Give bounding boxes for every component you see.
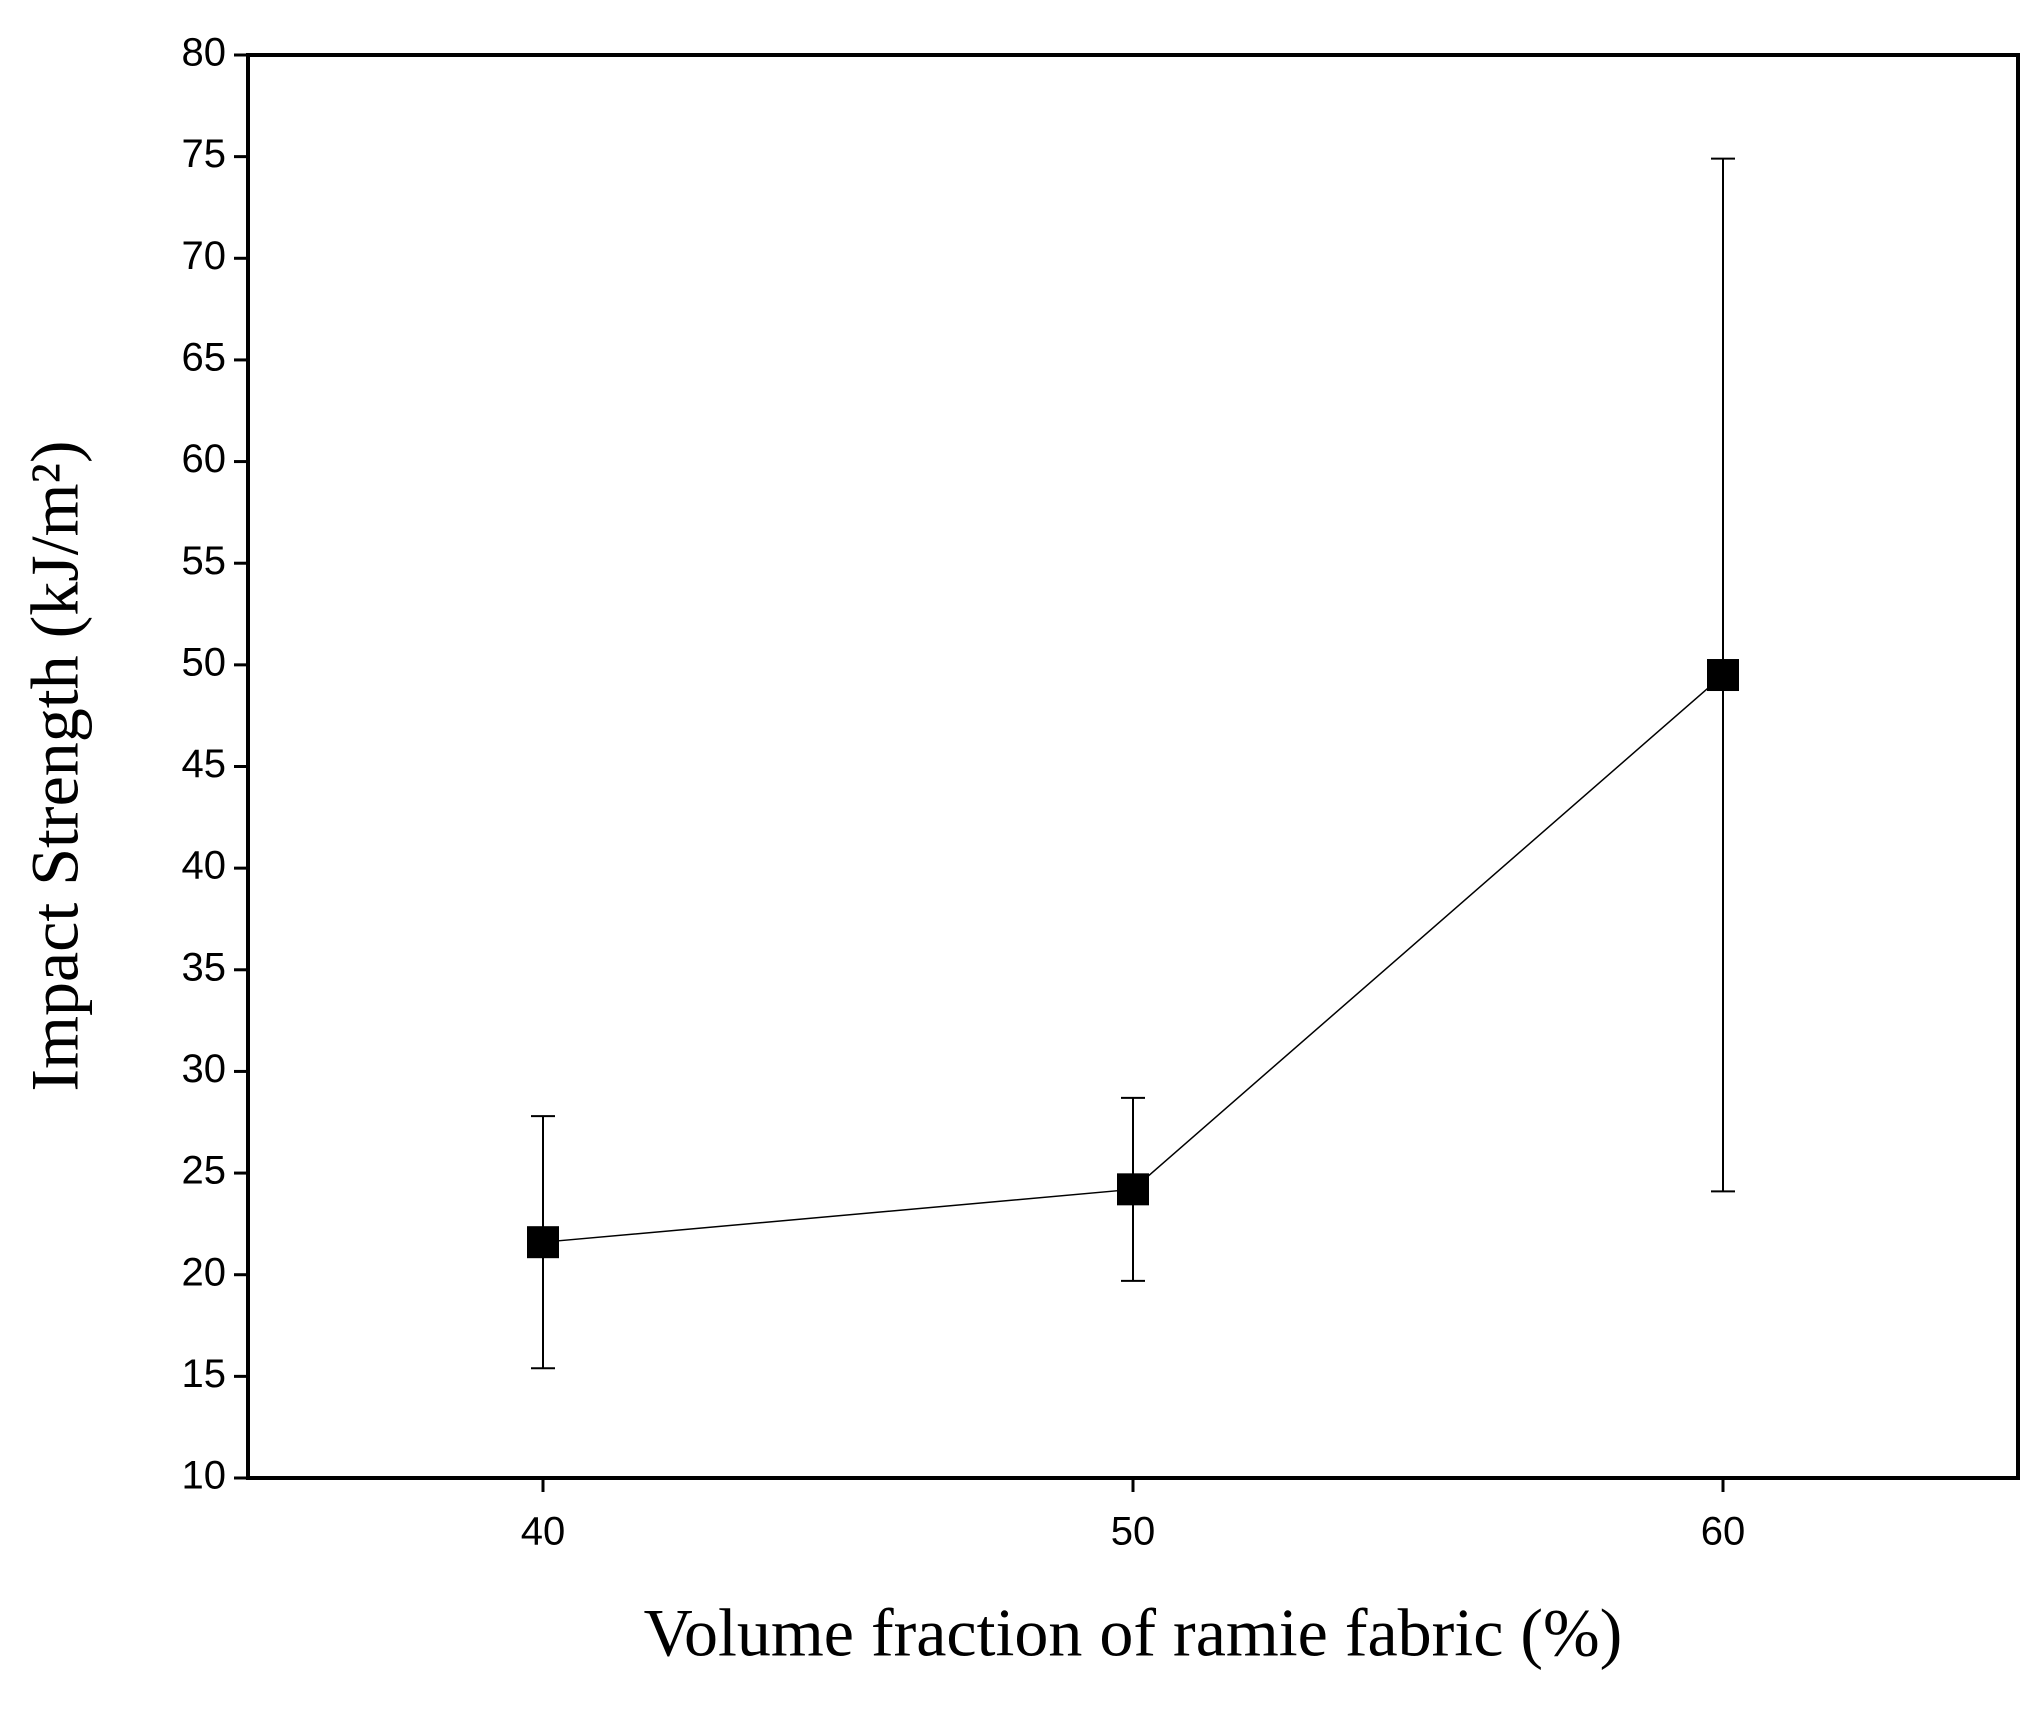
y-tick-label: 75 [182,132,227,176]
y-tick-label: 35 [182,945,227,989]
marker [1117,1173,1149,1206]
y-tick-label: 45 [182,742,227,786]
marker [1707,659,1739,692]
y-tick-label: 55 [182,539,227,583]
x-tick-label: 60 [1701,1510,1746,1554]
y-tick-label: 50 [182,640,227,684]
marker [527,1226,559,1259]
y-tick-label: 80 [182,31,227,75]
y-tick-label: 65 [182,335,227,379]
y-tick-label: 60 [182,437,227,481]
x-axis-title: Volume fraction of ramie fabric (%) [644,1595,1623,1671]
y-tick-label: 40 [182,844,227,888]
y-axis-title: Impact Strength (kJ/m²) [17,440,93,1091]
x-tick-label: 50 [1111,1510,1156,1554]
y-tick-label: 15 [182,1352,227,1396]
y-tick-label: 30 [182,1047,227,1091]
y-tick-label: 10 [182,1454,227,1498]
x-tick-label: 40 [521,1510,566,1554]
y-tick-label: 70 [182,234,227,278]
y-tick-label: 20 [182,1250,227,1294]
y-tick-label: 25 [182,1149,227,1193]
